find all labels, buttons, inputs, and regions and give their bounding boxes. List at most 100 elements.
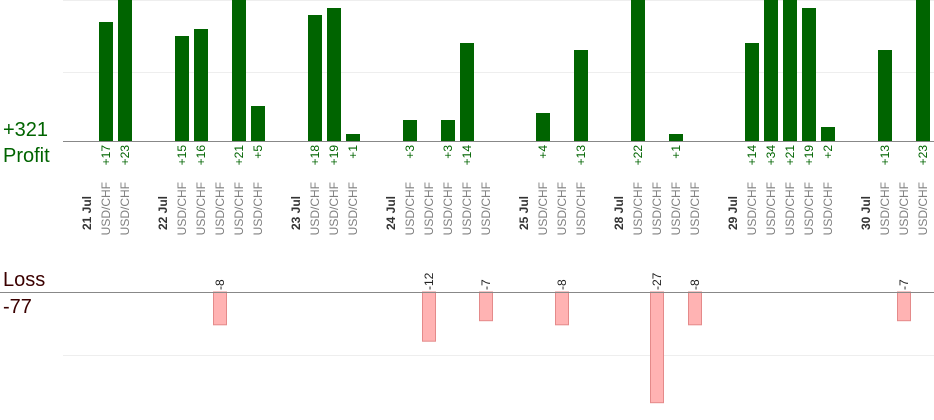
profit-value-label: +14 (460, 145, 474, 166)
pair-label: USD/CHF (403, 182, 417, 235)
profit-value-label: +21 (232, 145, 246, 166)
profit-bar (403, 120, 417, 141)
profit-value-label: +4 (536, 145, 550, 159)
date-label: 25 Jul (517, 196, 531, 230)
pair-label: USD/CHF (536, 182, 550, 235)
date-label: 30 Jul (859, 196, 873, 230)
loss-bar (650, 291, 664, 404)
pair-label: USD/CHF (897, 182, 911, 235)
loss-bar (555, 291, 569, 326)
profit-value-label: +14 (745, 145, 759, 166)
profit-bar (878, 50, 892, 141)
pair-label: USD/CHF (327, 182, 341, 235)
loss-bar (897, 291, 911, 322)
profit-value-label: +19 (802, 145, 816, 166)
profit-bar (745, 43, 759, 141)
profit-value-label: +2 (821, 145, 835, 159)
pair-label: USD/CHF (175, 182, 189, 235)
profit-value-label: +3 (441, 145, 455, 159)
loss-bar (422, 291, 436, 342)
profit-value-label: +5 (251, 145, 265, 159)
profit-bar (669, 134, 683, 141)
profit-value-label: +3 (403, 145, 417, 159)
loss-bar (688, 291, 702, 326)
profit-value-label: +1 (669, 145, 683, 159)
profit-value-label: +23 (916, 145, 930, 166)
profit-bar (232, 0, 246, 141)
profit-value-label: +13 (574, 145, 588, 166)
loss-value-label: -12 (422, 272, 436, 290)
profit-bar (251, 106, 265, 141)
pair-label: USD/CHF (669, 182, 683, 235)
profit-value-label: +22 (631, 145, 645, 166)
loss-value-label: -7 (897, 279, 911, 290)
profit-bar (916, 0, 930, 141)
date-label: 23 Jul (289, 196, 303, 230)
profit-bar (327, 8, 341, 141)
profit-value-label: +1 (346, 145, 360, 159)
pair-label: USD/CHF (574, 182, 588, 235)
profit-bar (764, 0, 778, 141)
profit-value-label: +34 (764, 145, 778, 166)
profit-value-label: +21 (783, 145, 797, 166)
pair-label: USD/CHF (745, 182, 759, 235)
pair-label: USD/CHF (99, 182, 113, 235)
profit-total: +321 (3, 119, 49, 141)
pair-label: USD/CHF (555, 182, 569, 235)
profit-value-label: +23 (118, 145, 132, 166)
profit-value-label: +17 (99, 145, 113, 166)
profit-bar (821, 127, 835, 141)
pair-label: USD/CHF (479, 182, 493, 235)
profit-bar (118, 0, 132, 141)
profit-bar (175, 36, 189, 141)
date-label: 22 Jul (156, 196, 170, 230)
pair-label: USD/CHF (194, 182, 208, 235)
pair-label: USD/CHF (422, 182, 436, 235)
pair-label: USD/CHF (460, 182, 474, 235)
profit-value-label: +19 (327, 145, 341, 166)
date-label: 24 Jul (384, 196, 398, 230)
pair-label: USD/CHF (308, 182, 322, 235)
pair-label: USD/CHF (232, 182, 246, 235)
pair-label: USD/CHF (821, 182, 835, 235)
profit-bar (802, 8, 816, 141)
profit-value-label: +18 (308, 145, 322, 166)
pair-label: USD/CHF (213, 182, 227, 235)
loss-value-label: -27 (650, 272, 664, 290)
pair-label: USD/CHF (118, 182, 132, 235)
pair-label: USD/CHF (916, 182, 930, 235)
profit-bar (441, 120, 455, 141)
pair-label: USD/CHF (346, 182, 360, 235)
profit-label: Profit (3, 145, 50, 167)
pair-label: USD/CHF (802, 182, 816, 235)
pair-label: USD/CHF (650, 182, 664, 235)
profit-bar (460, 43, 474, 141)
date-label: 29 Jul (726, 196, 740, 230)
pair-label: USD/CHF (688, 182, 702, 235)
loss-value-label: -8 (213, 279, 227, 290)
profit-bar (783, 0, 797, 141)
profit-bar (194, 29, 208, 141)
profit-bar (631, 0, 645, 141)
profit-bar (99, 22, 113, 141)
profit-value-label: +13 (878, 145, 892, 166)
pair-label: USD/CHF (441, 182, 455, 235)
pair-label: USD/CHF (878, 182, 892, 235)
pair-label: USD/CHF (251, 182, 265, 235)
date-label: 28 Jul (612, 196, 626, 230)
loss-value-label: -8 (555, 279, 569, 290)
pair-label: USD/CHF (764, 182, 778, 235)
loss-value-label: -8 (688, 279, 702, 290)
profit-bar (308, 15, 322, 141)
loss-label: Loss (3, 269, 46, 291)
loss-total: -77 (3, 296, 32, 318)
date-label: 21 Jul (80, 196, 94, 230)
loss-bar (213, 291, 227, 326)
loss-value-label: -7 (479, 279, 493, 290)
profit-bar (346, 134, 360, 141)
pair-label: USD/CHF (783, 182, 797, 235)
profit-bar (536, 113, 550, 141)
loss-bar (479, 291, 493, 322)
profit-value-label: +15 (175, 145, 189, 166)
